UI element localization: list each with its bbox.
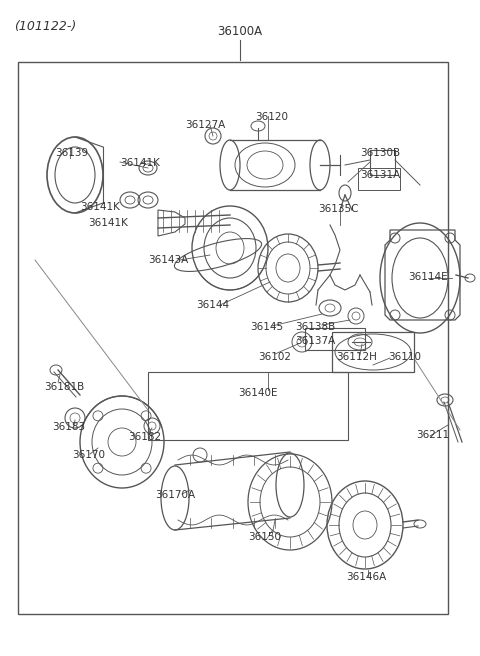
Text: 36170: 36170 (72, 450, 105, 460)
Text: 36143A: 36143A (148, 255, 188, 265)
Text: 36170A: 36170A (155, 490, 195, 500)
Text: 36140E: 36140E (238, 388, 277, 398)
Text: 36120: 36120 (255, 112, 288, 122)
Text: 36141K: 36141K (80, 202, 120, 212)
Text: 36102: 36102 (258, 352, 291, 362)
Text: 36145: 36145 (250, 322, 283, 332)
Text: 36144: 36144 (196, 300, 229, 310)
Text: 36130B: 36130B (360, 148, 400, 158)
Bar (148, 372, 348, 440)
Text: 36127A: 36127A (185, 120, 225, 130)
Text: 36141K: 36141K (88, 218, 128, 228)
Text: 36141K: 36141K (120, 158, 160, 168)
Bar (332, 332, 414, 372)
Text: 36183: 36183 (52, 422, 85, 432)
Bar (305, 328, 365, 350)
Bar (358, 168, 400, 190)
Bar (18, 62, 448, 614)
Text: 36100A: 36100A (217, 25, 263, 38)
Text: 36211: 36211 (416, 430, 449, 440)
Text: 36135C: 36135C (318, 204, 359, 214)
Text: 36112H: 36112H (336, 352, 377, 362)
Text: 36131A: 36131A (360, 170, 400, 180)
Text: 36114E: 36114E (408, 272, 448, 282)
Text: 36138B: 36138B (295, 322, 335, 332)
Text: 36150: 36150 (248, 532, 281, 542)
Text: 36182: 36182 (128, 432, 161, 442)
Text: 36181B: 36181B (44, 382, 84, 392)
Text: 36139: 36139 (55, 148, 88, 158)
Text: 36146A: 36146A (346, 572, 386, 582)
Text: 36137A: 36137A (295, 336, 335, 346)
Text: 36110: 36110 (388, 352, 421, 362)
Text: (101122-): (101122-) (14, 20, 76, 33)
